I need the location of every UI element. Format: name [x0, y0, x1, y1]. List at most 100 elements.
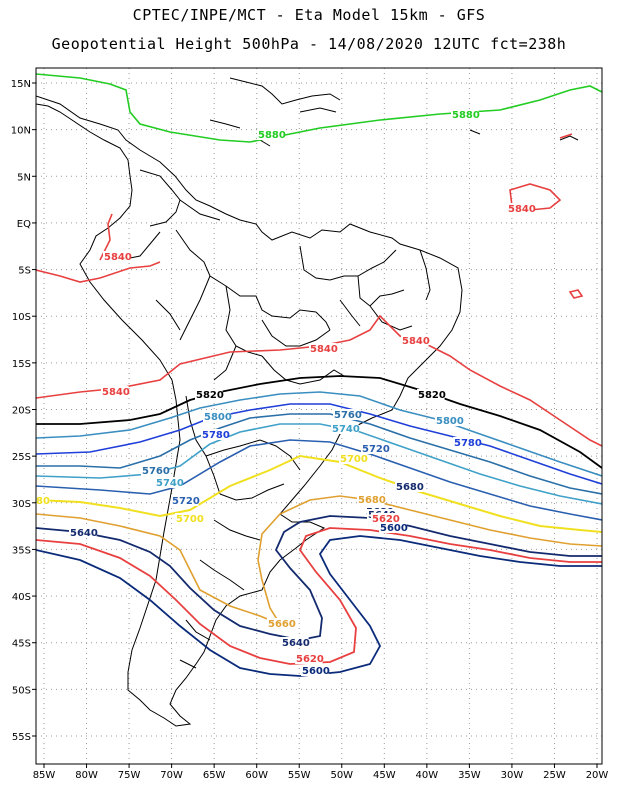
- contour-label-5680: 5680: [358, 495, 386, 506]
- contour-label-5700: 5700: [340, 454, 368, 465]
- contour-label-bg: [379, 522, 407, 533]
- contour-label-5840: 5840: [508, 204, 536, 215]
- contour-label-5820: 5820: [418, 390, 446, 401]
- longitude-label: 40W: [416, 770, 439, 781]
- contour-label-bg: [309, 343, 337, 354]
- contour-label-bg: [507, 203, 535, 214]
- contour-label-bg: [69, 527, 97, 538]
- longitude-label: 20W: [586, 770, 609, 781]
- longitude-label: 85W: [33, 770, 56, 781]
- contour-5820: [36, 375, 602, 469]
- map-title-line1: CPTEC/INPE/MCT - Eta Model 15km - GFS: [132, 6, 486, 24]
- latitude-label: 5N: [17, 172, 31, 183]
- contour-5640: [36, 515, 602, 641]
- contour-label-bg: [453, 437, 481, 448]
- longitude-label: 80W: [75, 770, 98, 781]
- latitude-label: 10N: [11, 126, 31, 137]
- contour-5800: [36, 391, 602, 477]
- longitude-label: 60W: [245, 770, 268, 781]
- graticule: [36, 68, 602, 764]
- contours: [36, 73, 602, 677]
- contour-label-bg: [175, 513, 203, 524]
- contour-label-bg: [361, 443, 389, 454]
- contour-label-5840: 5840: [104, 252, 132, 263]
- longitude-label: 45W: [373, 770, 396, 781]
- contour-label-bg: [301, 665, 329, 676]
- latitude-label: 15N: [11, 79, 31, 90]
- contour-label-5700: 5700: [176, 514, 204, 525]
- contour-5780: [36, 403, 602, 485]
- contour-label-5620: 5620: [296, 654, 324, 665]
- contour-labels: 5880 5880 5840 5840 5840 5840 5840 5820 5820 5800…: [36, 109, 536, 677]
- contour-label-5600: 5600: [302, 666, 330, 677]
- contour-label-bg: [371, 513, 399, 524]
- contour-5700: [36, 454, 602, 533]
- contour-label-5800: 5800: [436, 416, 464, 427]
- map-title-line2: Geopotential Height 500hPa - 14/08/2020 …: [51, 35, 567, 53]
- contour-label-bg: [281, 637, 309, 648]
- contour-label-5680: 5680: [396, 482, 424, 493]
- contour-label-5720: 5720: [172, 496, 200, 507]
- latitude-label: 30S: [12, 499, 31, 510]
- contour-label-bg: [401, 335, 429, 346]
- latitude-label: 55S: [12, 732, 31, 743]
- latitude-label: 25S: [12, 452, 31, 463]
- contour-label-bg: [203, 411, 231, 422]
- latitude-label: 15S: [12, 359, 31, 370]
- contour-label-bg: [101, 386, 129, 397]
- latitude-labels: 15N 10N 5N EQ 5S 10S 15S 20S 25S 30S 35S 40S 45S 50S 5…: [11, 79, 36, 743]
- contour-label-bg: [103, 251, 131, 262]
- contour-label-bg: [155, 477, 183, 488]
- longitude-label: 25W: [543, 770, 566, 781]
- contour-label-5740: 5740: [332, 424, 360, 435]
- contour-5720: [36, 439, 602, 521]
- contour-label-5800: 5800: [204, 412, 232, 423]
- contour-label-bg: [357, 494, 385, 505]
- contour-5840-north: [36, 133, 602, 447]
- contour-5760: [36, 413, 602, 495]
- contour-label-bg: [417, 389, 445, 400]
- contour-label-bg: [295, 653, 323, 664]
- longitude-label: 55W: [288, 770, 311, 781]
- contour-label-5840: 5840: [402, 336, 430, 347]
- longitude-label: 70W: [160, 770, 183, 781]
- latitude-label: 5S: [18, 266, 31, 277]
- contour-label-bg: [395, 481, 423, 492]
- contour-label-80: 80: [36, 496, 50, 507]
- contour-label-5640: 5640: [282, 638, 310, 649]
- latitude-label: 50S: [12, 685, 31, 696]
- contour-label-5620: 5620: [372, 514, 400, 525]
- latitude-label: 40S: [12, 592, 31, 603]
- contour-5620: [36, 527, 602, 665]
- longitude-label: 65W: [203, 770, 226, 781]
- contour-label-5840: 5840: [102, 387, 130, 398]
- contour-label-bg: [435, 415, 463, 426]
- contour-label-bg: [331, 423, 359, 434]
- longitude-label: 50W: [330, 770, 353, 781]
- contour-label-bg: [339, 453, 367, 464]
- map-frame: [35, 67, 603, 765]
- longitude-label: 35W: [458, 770, 481, 781]
- contour-label-5740: 5740: [156, 478, 184, 489]
- contour-label-bg: [451, 109, 479, 120]
- latitude-label: 20S: [12, 406, 31, 417]
- contour-label-bg: [333, 409, 361, 420]
- contour-label-5820: 5820: [196, 390, 224, 401]
- contour-label-5760: 5760: [142, 466, 170, 477]
- contour-label-5760: 5760: [334, 410, 362, 421]
- longitude-labels: 85W 80W 75W 70W 65W 60W 55W 50W 45W 40W 35W 30W 25W 2…: [33, 764, 609, 781]
- contour-label-bg: [36, 495, 50, 506]
- contour-label-bg: [267, 618, 295, 629]
- coastline: [36, 77, 579, 727]
- contour-5680: [36, 495, 602, 625]
- contour-5600: [36, 535, 602, 677]
- contour-label-bg: [201, 429, 229, 440]
- contour-label-5600: 5600: [380, 523, 408, 534]
- contour-label-5840: 5840: [310, 344, 338, 355]
- contour-label-5880: 5880: [452, 110, 480, 121]
- latitude-label: 35S: [12, 545, 31, 556]
- contour-label-5780: 5780: [454, 438, 482, 449]
- longitude-label: 75W: [118, 770, 141, 781]
- contour-label-5780: 5780: [202, 430, 230, 441]
